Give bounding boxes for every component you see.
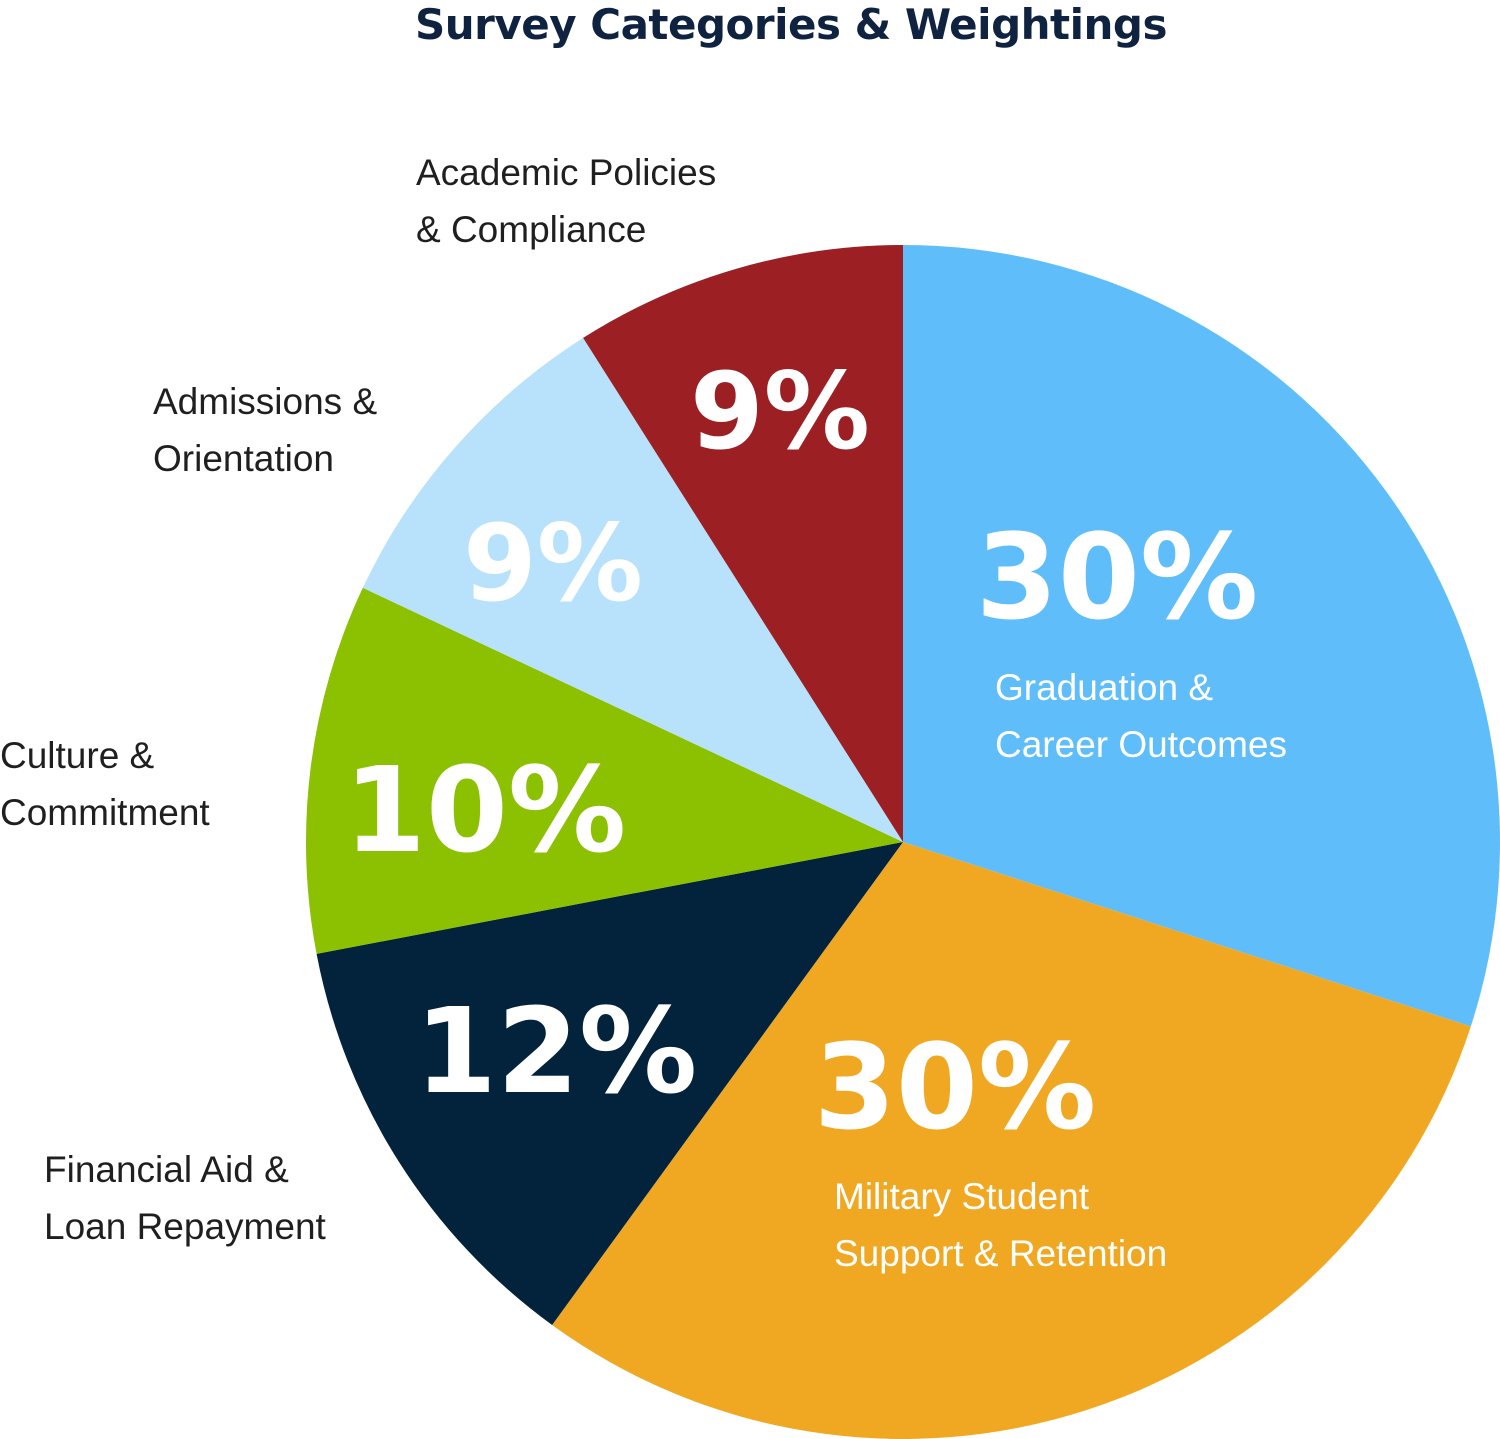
pie-slices	[306, 245, 1500, 1439]
pie-slice-label-5: Admissions & Orientation	[153, 373, 377, 487]
pie-slice-label-4-line-2: Commitment	[0, 792, 210, 833]
pie-slice-label-4: Culture & Commitment	[0, 727, 210, 841]
pie-slice-percent-6: 9%	[690, 350, 870, 473]
pie-slice-label-2-line-2: Support & Retention	[834, 1233, 1167, 1274]
pie-slice-percent-1: 30%	[976, 508, 1258, 646]
pie-slice-1	[903, 245, 1500, 1027]
pie-slice-label-3: Financial Aid & Loan Repayment	[44, 1141, 326, 1255]
pie-slice-percent-4: 10%	[344, 741, 626, 879]
pie-slice-label-4-line-1: Culture &	[0, 735, 155, 776]
pie-slice-label-6-line-1: Academic Policies	[416, 152, 717, 193]
pie-slice-5	[362, 337, 903, 842]
pie-slice-percent-2: 30%	[814, 1018, 1096, 1156]
pie-slice-4	[306, 587, 904, 954]
pie-slice-label-1-line-2: Career Outcomes	[995, 724, 1287, 765]
pie-inner-category-labels: Graduation & Career Outcomes Military Stud…	[834, 667, 1287, 1274]
pie-slice-label-1-line-1: Graduation &	[995, 667, 1213, 708]
pie-slice-label-2-line-1: Military Student	[834, 1176, 1090, 1217]
pie-slice-label-3-line-1: Financial Aid &	[44, 1149, 289, 1190]
pie-slice-6	[583, 245, 903, 842]
pie-slice-label-6-line-2: & Compliance	[416, 209, 647, 250]
pie-slice-percent-5: 9%	[463, 502, 643, 625]
pie-slice-label-3-line-2: Loan Repayment	[44, 1206, 326, 1247]
pie-slice-3	[316, 842, 903, 1325]
chart-title: Survey Categories & Weightings	[415, 0, 1167, 49]
pie-slice-label-6: Academic Policies & Compliance	[416, 144, 716, 258]
pie-slice-label-5-line-2: Orientation	[153, 438, 334, 479]
pie-slice-percent-3: 12%	[415, 982, 697, 1120]
pie-percent-labels: 30% 30% 12% 10% 9% 9%	[344, 350, 1258, 1156]
pie-slice-2	[552, 842, 1471, 1439]
pie-slice-label-5-line-1: Admissions &	[153, 381, 378, 422]
